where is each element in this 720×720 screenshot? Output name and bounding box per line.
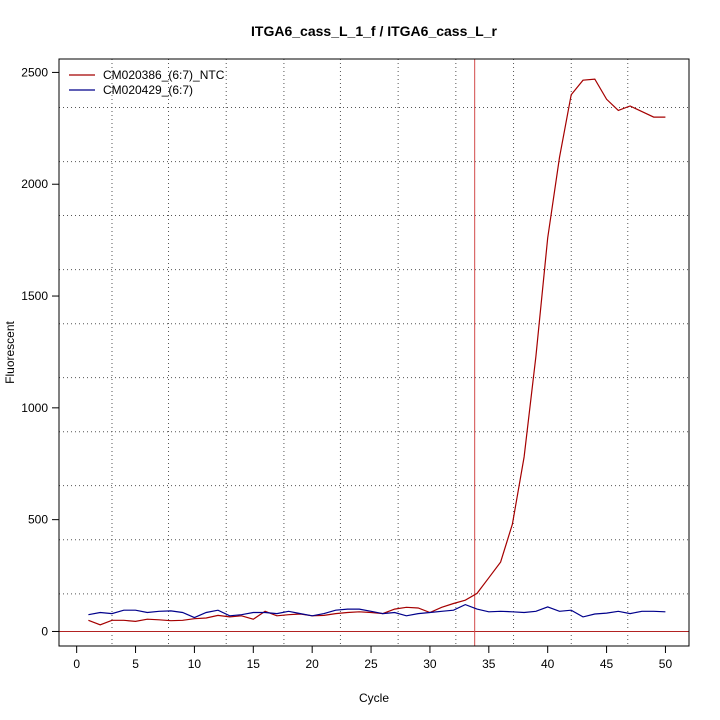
legend-label-1: CM020386_(6:7)_NTC [103,68,225,82]
x-tick-label: 50 [659,657,673,671]
y-tick-label: 500 [28,513,48,527]
y-tick-label: 1000 [21,401,48,415]
x-axis: 0 5 10 15 20 25 30 35 40 45 50 [73,645,673,671]
series-line-1 [88,78,666,626]
legend-label-2: CM020429_(6:7) [103,83,193,97]
y-tick-label: 0 [41,624,48,638]
x-axis-label: Cycle [359,691,389,705]
y-axis-label: Fluorescent [3,320,17,383]
x-tick-label: 0 [73,657,80,671]
x-tick-label: 30 [423,657,437,671]
chart-title: ITGA6_cass_L_1_f / ITGA6_cass_L_r [251,23,497,39]
x-tick-label: 45 [600,657,614,671]
x-tick-label: 10 [188,657,202,671]
x-tick-label: 20 [305,657,319,671]
baseline-layer [59,59,689,646]
y-tick-label: 1500 [21,289,48,303]
y-tick-label: 2000 [21,177,48,191]
x-tick-label: 25 [364,657,378,671]
grid-layer [59,59,689,646]
x-tick-label: 15 [247,657,261,671]
y-axis: 0 500 1000 1500 2000 2500 [21,65,60,638]
x-tick-label: 5 [132,657,139,671]
series-line-2 [88,603,666,619]
plot-frame [58,58,690,647]
x-tick-label: 40 [541,657,555,671]
x-tick-label: 35 [482,657,496,671]
y-tick-label: 2500 [21,65,48,79]
series-layer [88,78,666,626]
